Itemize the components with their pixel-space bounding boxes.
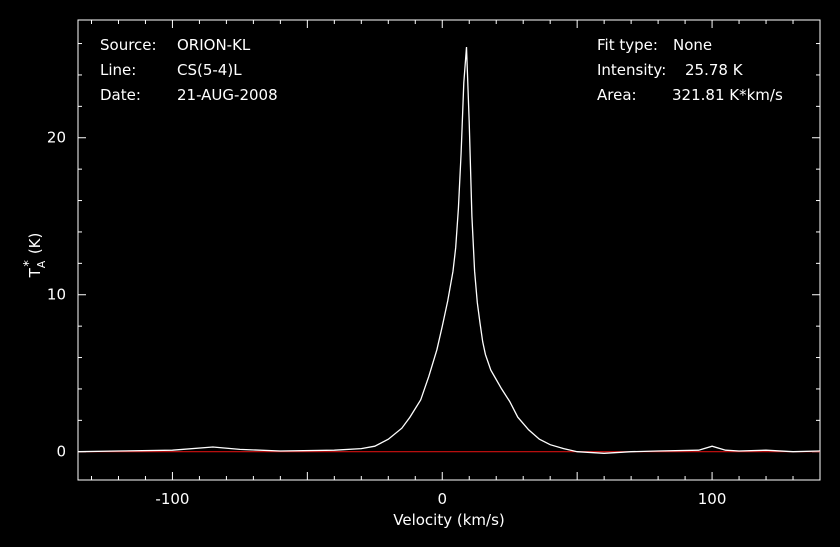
spectrum-line	[77, 46, 821, 454]
line-label: Line:	[100, 61, 137, 79]
plot-frame	[77, 19, 821, 481]
x-axis-label: Velocity (km/s)	[393, 511, 504, 529]
x-tick-label: -100	[155, 490, 189, 508]
intensity-label: Intensity:	[597, 61, 667, 79]
area-label: Area:	[597, 86, 637, 104]
y-axis-label-unit: (K)	[26, 233, 44, 255]
source-value: ORION-KL	[177, 36, 251, 54]
y-tick-label: 20	[47, 129, 66, 147]
source-label: Source:	[100, 36, 157, 54]
x-tick-label: 0	[437, 490, 447, 508]
date-value: 21-AUG-2008	[177, 86, 278, 104]
date-label: Date:	[100, 86, 141, 104]
y-axis-label-main: T	[26, 267, 44, 278]
svg-text:TA*(K): TA* (K)	[22, 233, 48, 279]
intensity-value: 25.78 K	[685, 61, 743, 79]
y-axis-label: TA* (K)	[22, 233, 48, 279]
y-axis-label-sup: *	[22, 260, 37, 267]
fit-type-value: None	[673, 36, 713, 54]
area-value: 321.81 K*km/s	[672, 86, 783, 104]
y-tick-label: 10	[47, 286, 66, 304]
fit-type-label: Fit type:	[597, 36, 658, 54]
line-value: CS(5-4)L	[177, 61, 242, 79]
x-tick-label: 100	[698, 490, 727, 508]
y-tick-label: 0	[56, 443, 66, 461]
y-axis-label-sub: A	[35, 260, 48, 268]
